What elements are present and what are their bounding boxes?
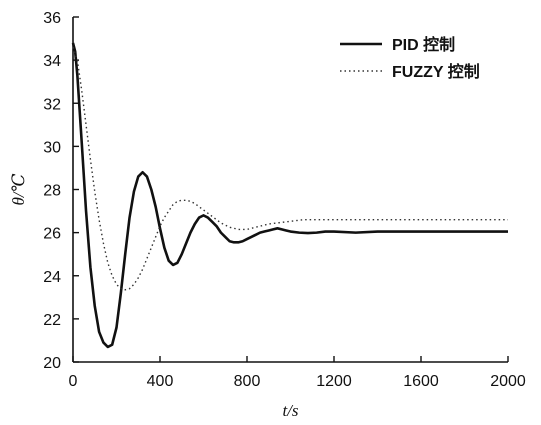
y-tick-label: 28 <box>43 183 61 200</box>
y-tick-label: 24 <box>43 269 61 286</box>
legend-label-fuzzy: FUZZY 控制 <box>392 62 480 81</box>
x-tick-label: 800 <box>234 373 261 390</box>
y-tick-label: 32 <box>43 96 61 113</box>
series-line-pid <box>71 42 508 349</box>
y-axis: 20 22 24 26 28 30 32 34 36 <box>43 10 79 372</box>
x-tick-label: 400 <box>147 373 174 390</box>
x-tick-label: 0 <box>69 373 78 390</box>
y-tick-label: 30 <box>43 139 61 156</box>
x-axis: 0 400 800 1200 1600 2000 <box>69 356 526 390</box>
series-line-fuzzy <box>72 46 508 291</box>
series-layer <box>71 42 508 349</box>
y-tick-label: 26 <box>43 226 61 243</box>
x-tick-label: 2000 <box>490 373 526 390</box>
x-tick-label: 1200 <box>316 373 352 390</box>
legend-label-pid: PID 控制 <box>392 35 455 54</box>
legend: PID 控制 FUZZY 控制 <box>340 35 480 81</box>
y-tick-label: 22 <box>43 312 61 329</box>
y-tick-label: 36 <box>43 10 61 27</box>
x-tick-label: 1600 <box>403 373 439 390</box>
y-axis-title: θ/℃ <box>9 173 28 205</box>
x-axis-title: t/s <box>282 401 298 420</box>
y-tick-label: 34 <box>43 53 61 70</box>
y-tick-label: 20 <box>43 355 61 372</box>
